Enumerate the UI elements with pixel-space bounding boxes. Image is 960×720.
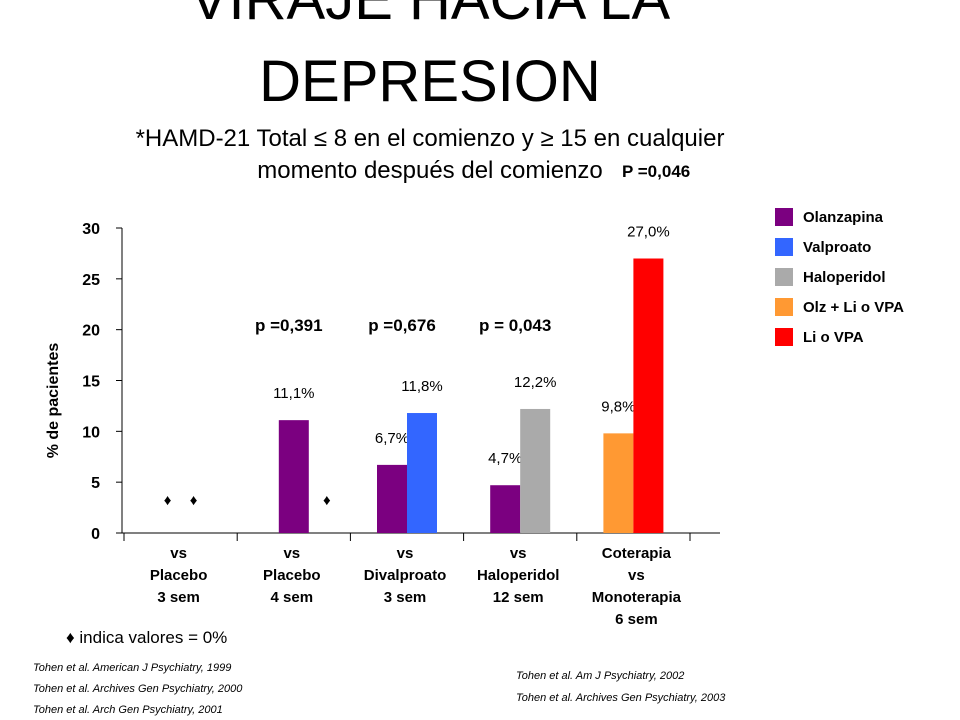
category-label: vs bbox=[628, 567, 645, 584]
reference-left-1: Tohen et al. American J Psychiatry, 1999 bbox=[33, 662, 232, 674]
data-label: 11,1% bbox=[273, 385, 314, 402]
category-label: Divalproato bbox=[364, 567, 447, 584]
reference-left-3: Tohen et al. Arch Gen Psychiatry, 2001 bbox=[33, 704, 223, 716]
category-label: Placebo bbox=[263, 567, 321, 584]
subtitle-line-2: momento después del comienzo bbox=[257, 157, 603, 184]
category-label: Haloperidol bbox=[477, 567, 560, 584]
y-tick-label: 15 bbox=[82, 374, 100, 391]
slide-title-line-2: DEPRESION bbox=[259, 49, 601, 114]
category-label: 6 sem bbox=[615, 611, 658, 628]
p-value-label: p =0,391 bbox=[255, 316, 323, 335]
category-label: 3 sem bbox=[384, 589, 427, 606]
bar bbox=[520, 408, 551, 533]
category-label: 12 sem bbox=[493, 589, 544, 606]
bar bbox=[490, 485, 521, 533]
y-tick-label: 5 bbox=[91, 475, 100, 492]
y-tick-label: 30 bbox=[82, 221, 100, 238]
chart-legend: Olanzapina Valproato Haloperidol Olz + L… bbox=[775, 202, 904, 352]
bar bbox=[633, 258, 664, 533]
data-label: 4,7% bbox=[488, 450, 522, 467]
data-label: 12,2% bbox=[514, 374, 557, 391]
legend-swatch bbox=[775, 268, 793, 286]
reference-right-2: Tohen et al. Archives Gen Psychiatry, 20… bbox=[516, 692, 726, 704]
reference-left-2: Tohen et al. Archives Gen Psychiatry, 20… bbox=[33, 683, 243, 695]
category-label: 3 sem bbox=[157, 589, 200, 606]
reference-right-1: Tohen et al. Am J Psychiatry, 2002 bbox=[516, 670, 685, 682]
data-label: 6,7% bbox=[375, 430, 409, 447]
legend-item-olz-li-vpa: Olz + Li o VPA bbox=[775, 292, 904, 322]
legend-item-valproato: Valproato bbox=[775, 232, 904, 262]
legend-label: Olanzapina bbox=[803, 208, 884, 226]
category-label: Coterapia bbox=[602, 545, 672, 562]
legend-swatch bbox=[775, 328, 793, 346]
zero-marker-icon: ♦ bbox=[164, 492, 172, 509]
zero-marker-icon: ♦ bbox=[323, 492, 331, 509]
y-tick-label: 20 bbox=[82, 323, 100, 340]
legend-label: Haloperidol bbox=[803, 268, 886, 286]
category-label: vs bbox=[170, 545, 187, 562]
subtitle-line-1: *HAMD-21 Total ≤ 8 en el comienzo y ≥ 15… bbox=[135, 125, 725, 152]
legend-item-haloperidol: Haloperidol bbox=[775, 262, 904, 292]
zero-value-footnote: ♦ indica valores = 0% bbox=[66, 628, 228, 647]
bar bbox=[377, 464, 407, 533]
p-value-label: p =0,676 bbox=[368, 316, 436, 335]
category-label: vs bbox=[510, 545, 527, 562]
y-axis-label: % de pacientes bbox=[45, 343, 62, 459]
p-value-coterapia: P =0,046 bbox=[622, 162, 691, 181]
y-tick-label: 25 bbox=[82, 272, 100, 289]
y-tick-label: 0 bbox=[91, 526, 100, 543]
legend-label: Olz + Li o VPA bbox=[803, 298, 904, 316]
legend-label: Li o VPA bbox=[803, 328, 864, 346]
bar bbox=[407, 413, 437, 533]
data-label: 9,8% bbox=[601, 398, 635, 415]
category-label: vs bbox=[283, 545, 300, 562]
legend-swatch bbox=[775, 208, 793, 226]
data-label: 27,0% bbox=[627, 224, 670, 241]
category-label: 4 sem bbox=[271, 589, 314, 606]
p-value-label: p = 0,043 bbox=[479, 316, 551, 335]
legend-label: Valproato bbox=[803, 238, 872, 256]
category-label: vs bbox=[397, 545, 414, 562]
legend-swatch bbox=[775, 298, 793, 316]
y-tick-label: 10 bbox=[82, 424, 100, 441]
data-label: 11,8% bbox=[401, 378, 442, 395]
legend-swatch bbox=[775, 238, 793, 256]
bar bbox=[603, 433, 634, 533]
category-label: Monoterapia bbox=[592, 589, 682, 606]
category-label: Placebo bbox=[150, 567, 208, 584]
zero-marker-icon: ♦ bbox=[190, 492, 198, 509]
slide-title-line-1: VIRAJE HACIA LA bbox=[0, 0, 860, 30]
legend-item-olanzapina: Olanzapina bbox=[775, 202, 904, 232]
legend-item-li-vpa: Li o VPA bbox=[775, 322, 904, 352]
bar bbox=[278, 420, 309, 533]
